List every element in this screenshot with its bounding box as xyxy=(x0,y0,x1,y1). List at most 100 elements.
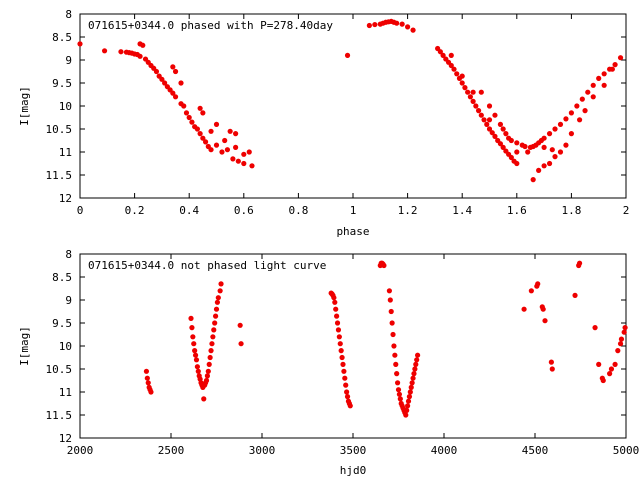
data-point xyxy=(178,80,184,86)
data-point xyxy=(192,352,199,358)
data-point xyxy=(407,389,413,395)
data-point xyxy=(206,361,212,367)
data-point xyxy=(224,147,231,153)
data-point xyxy=(344,389,350,395)
x-tick-label: 0.4 xyxy=(179,204,199,217)
data-point xyxy=(608,366,615,372)
data-point xyxy=(194,364,200,370)
data-point xyxy=(213,142,220,148)
data-point xyxy=(514,149,520,155)
data-point xyxy=(172,68,179,75)
data-point xyxy=(412,366,418,372)
data-point xyxy=(465,89,471,95)
x-tick-label: 1.4 xyxy=(452,204,472,217)
data-point xyxy=(437,49,443,55)
x-tick-label: 2000 xyxy=(67,444,94,457)
unphased-light-curve-panel: 2000 2500 3000 3500 4000 4500 5000 8 8.5 9 9.5 10 10… xyxy=(18,248,639,477)
data-point xyxy=(563,116,569,122)
data-point xyxy=(207,354,213,361)
data-point xyxy=(200,135,206,141)
data-point xyxy=(405,24,411,30)
x-tick-label: 0.2 xyxy=(125,204,145,217)
data-point xyxy=(391,343,397,349)
data-point xyxy=(508,137,514,144)
data-point xyxy=(404,407,410,413)
data-point xyxy=(530,177,536,183)
data-point xyxy=(137,53,143,59)
data-point xyxy=(230,156,236,162)
data-point xyxy=(408,384,414,390)
data-point xyxy=(525,149,531,155)
data-point xyxy=(341,368,347,374)
data-point xyxy=(201,396,207,402)
data-point xyxy=(189,119,195,125)
y-tick-label: 9 xyxy=(65,54,72,67)
data-point xyxy=(347,403,353,409)
data-point xyxy=(202,139,209,145)
phased-light-curve-panel: 0 0.2 0.4 0.6 0.8 1 1.2 1.4 1.6 1.8 2 8 8.5 9 9.5 10 10.… xyxy=(18,8,629,238)
data-point xyxy=(552,154,558,160)
chart-title: 071615+0344.0 not phased light curve xyxy=(88,259,326,272)
data-point xyxy=(592,325,598,331)
x-tick-label: 1.6 xyxy=(507,204,527,217)
data-point xyxy=(238,341,244,347)
data-point xyxy=(618,336,625,342)
data-point xyxy=(214,299,221,305)
data-point xyxy=(489,130,495,136)
data-point xyxy=(208,348,214,354)
data-point xyxy=(241,160,247,167)
data-point xyxy=(339,354,345,361)
data-point xyxy=(576,117,583,123)
data-point xyxy=(227,128,233,134)
y-tick-label: 11.5 xyxy=(46,169,73,182)
data-point xyxy=(211,327,217,333)
data-point xyxy=(486,117,493,123)
data-point xyxy=(481,117,487,123)
data-point xyxy=(478,112,484,118)
y-tick-label: 8.5 xyxy=(52,271,72,284)
data-point xyxy=(338,348,344,354)
chart-title: 071615+0344.0 phased with P=278.40day xyxy=(88,19,333,32)
data-point xyxy=(233,144,239,150)
data-point xyxy=(333,306,339,312)
data-point xyxy=(204,373,210,379)
data-point xyxy=(540,306,546,312)
data-point xyxy=(203,377,210,384)
data-point xyxy=(237,322,243,328)
y-tick-label: 11 xyxy=(59,386,72,399)
data-point xyxy=(197,131,203,137)
data-point xyxy=(406,394,413,400)
data-point xyxy=(397,396,403,402)
data-point xyxy=(218,281,224,287)
data-point xyxy=(535,281,541,287)
data-point xyxy=(344,52,351,59)
x-axis-label: hjd0 xyxy=(340,464,367,477)
data-point xyxy=(392,352,398,358)
data-point xyxy=(372,21,378,28)
data-point xyxy=(194,126,200,132)
data-point xyxy=(459,80,465,86)
data-point xyxy=(183,110,190,116)
data-point xyxy=(557,121,564,127)
data-point xyxy=(492,112,498,118)
plot-frame xyxy=(79,253,627,439)
data-point xyxy=(414,357,420,363)
y-tick-label: 12 xyxy=(59,192,72,205)
data-point xyxy=(343,382,349,388)
data-point xyxy=(386,288,392,294)
data-point xyxy=(197,105,203,111)
data-point xyxy=(222,137,228,144)
data-point xyxy=(557,149,564,155)
data-point xyxy=(188,315,194,321)
data-point xyxy=(486,103,493,109)
data-point xyxy=(617,341,624,347)
data-point xyxy=(246,149,252,155)
y-tick-label: 9.5 xyxy=(52,317,72,330)
data-point xyxy=(568,110,575,116)
data-point xyxy=(617,55,624,61)
data-point xyxy=(413,361,419,367)
data-point xyxy=(590,94,596,100)
data-point xyxy=(497,121,504,127)
data-point xyxy=(415,352,421,358)
